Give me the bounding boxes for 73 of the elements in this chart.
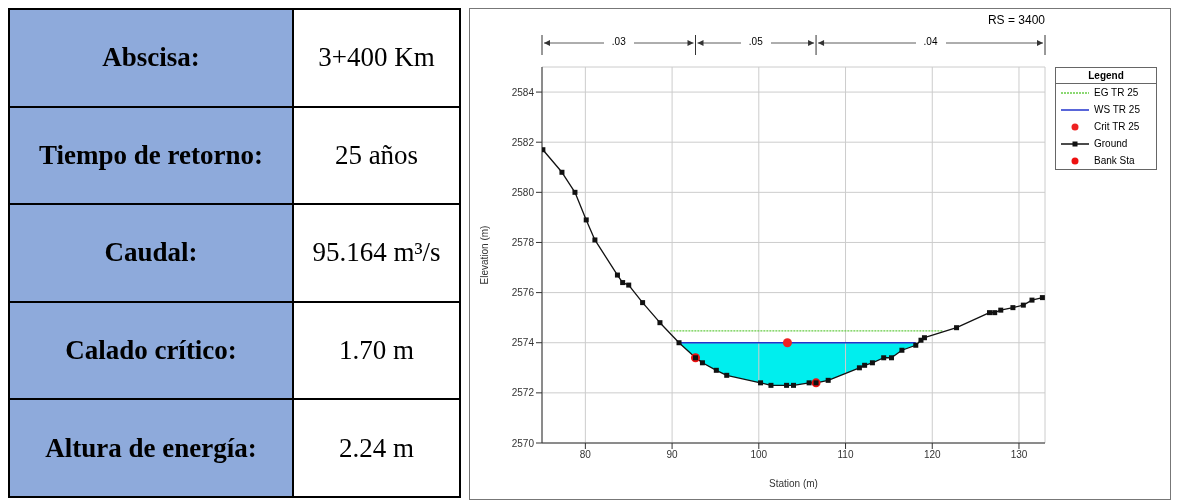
y-tick-label: 2570 xyxy=(511,437,535,449)
point xyxy=(1029,297,1035,303)
text: 1.70 m xyxy=(293,301,460,400)
point xyxy=(699,360,705,366)
x-tick-label: 90 xyxy=(666,449,679,461)
y-tick-label: 2576 xyxy=(511,287,535,299)
point xyxy=(791,382,796,388)
text: Tiempo de retorno: xyxy=(9,106,293,205)
point xyxy=(913,342,919,348)
point xyxy=(676,340,682,346)
legend-label: Bank Sta xyxy=(1094,155,1135,166)
point xyxy=(583,217,589,223)
point xyxy=(614,272,620,278)
point xyxy=(954,325,960,331)
chart-title: RS = 3400 xyxy=(986,13,1045,27)
point xyxy=(806,380,812,386)
legend-title: Legend xyxy=(1056,68,1156,84)
point xyxy=(1039,295,1045,301)
x-axis-title: Station (m) xyxy=(769,478,818,489)
point xyxy=(987,310,992,316)
x-tick-label: 80 xyxy=(579,449,592,461)
text: Abscisa: xyxy=(9,9,293,107)
point xyxy=(572,189,578,195)
point xyxy=(724,372,730,378)
legend-label: Ground xyxy=(1094,138,1128,149)
y-tick-label: 2578 xyxy=(511,237,535,249)
point xyxy=(657,320,663,326)
text: 95.164 m³/s xyxy=(293,204,460,302)
point xyxy=(825,377,831,383)
y-tick-label: 2580 xyxy=(511,186,535,198)
text: .03 xyxy=(603,36,634,47)
y-tick-label: 2582 xyxy=(511,136,535,148)
y-axis-title: Elevation (m) xyxy=(478,225,490,285)
x-tick-label: 130 xyxy=(1010,449,1028,461)
point xyxy=(592,237,598,243)
point xyxy=(782,338,792,348)
point xyxy=(620,280,626,286)
point xyxy=(713,367,719,373)
x-tick-label: 120 xyxy=(923,449,942,461)
text: .04 xyxy=(915,36,946,47)
point xyxy=(784,382,790,388)
point xyxy=(998,307,1004,313)
legend-label: WS TR 25 xyxy=(1094,104,1140,115)
point xyxy=(626,282,632,288)
text: Calado crítico: xyxy=(9,301,293,400)
y-tick-label: 2572 xyxy=(511,387,535,399)
point xyxy=(862,362,868,368)
point xyxy=(559,169,565,175)
text: .05 xyxy=(740,36,771,47)
text: 3+400 Km xyxy=(293,9,460,107)
point xyxy=(640,300,646,306)
point xyxy=(869,360,875,366)
y-tick-label: 2584 xyxy=(511,86,535,98)
point xyxy=(1010,305,1016,311)
point xyxy=(921,335,927,341)
legend-label: EG TR 25 xyxy=(1094,87,1139,98)
point xyxy=(768,382,774,388)
point xyxy=(856,365,862,371)
text: Altura de energía: xyxy=(9,399,293,497)
text: 25 años xyxy=(293,106,460,205)
point xyxy=(758,380,764,386)
text: Caudal: xyxy=(9,204,293,302)
x-tick-label: 100 xyxy=(750,449,768,461)
text: 2.24 m xyxy=(293,399,460,497)
point xyxy=(992,310,998,316)
point xyxy=(889,355,894,361)
point xyxy=(918,337,924,343)
point xyxy=(881,355,887,361)
x-tick-label: 110 xyxy=(837,449,854,461)
point xyxy=(899,347,905,353)
y-tick-label: 2574 xyxy=(511,337,535,349)
point xyxy=(1020,302,1026,308)
legend-label: Crit TR 25 xyxy=(1094,121,1140,132)
